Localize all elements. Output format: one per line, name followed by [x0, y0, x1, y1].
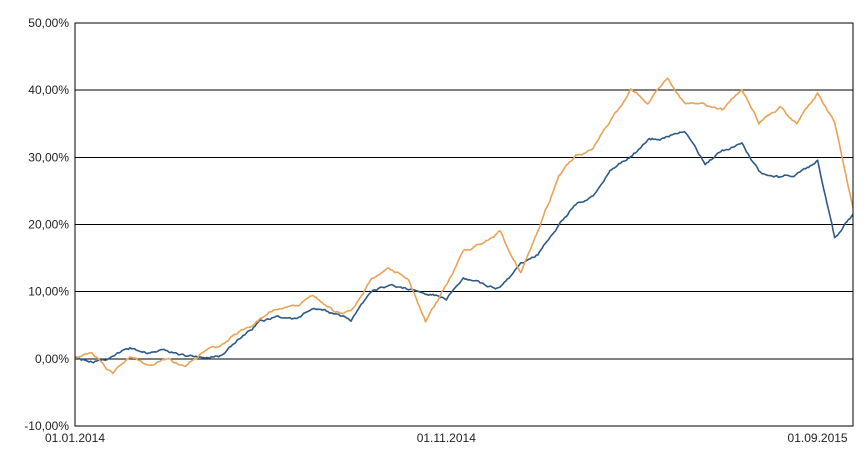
y-tick-label: 0,00%	[35, 352, 69, 366]
y-tick-label: 10,00%	[28, 285, 69, 299]
series-line-2	[74, 77, 854, 375]
y-tick-label: 20,00%	[28, 218, 69, 232]
series-line-1	[74, 130, 854, 364]
x-tick-label: 01.11.2014	[417, 431, 476, 445]
x-tick-label: 01.09.2015	[788, 431, 848, 445]
y-axis-tick-labels: 50,00% 40,00% 30,00% 20,00% 10,00% 0,00% -10,0…	[24, 16, 69, 433]
x-tick-label: 01.01.2014	[45, 431, 105, 445]
series-lines	[74, 77, 854, 375]
gridlines	[75, 89, 853, 360]
y-tick-label: 30,00%	[28, 150, 69, 164]
y-tick-label: -10,00%	[24, 419, 69, 433]
y-tick-label: 40,00%	[28, 83, 69, 97]
plot-frame	[74, 22, 854, 427]
x-axis-tick-labels: 01.01.2014 01.11.2014 01.09.2015	[45, 431, 848, 445]
plot-border	[74, 22, 854, 427]
y-tick-label: 50,00%	[28, 16, 69, 30]
